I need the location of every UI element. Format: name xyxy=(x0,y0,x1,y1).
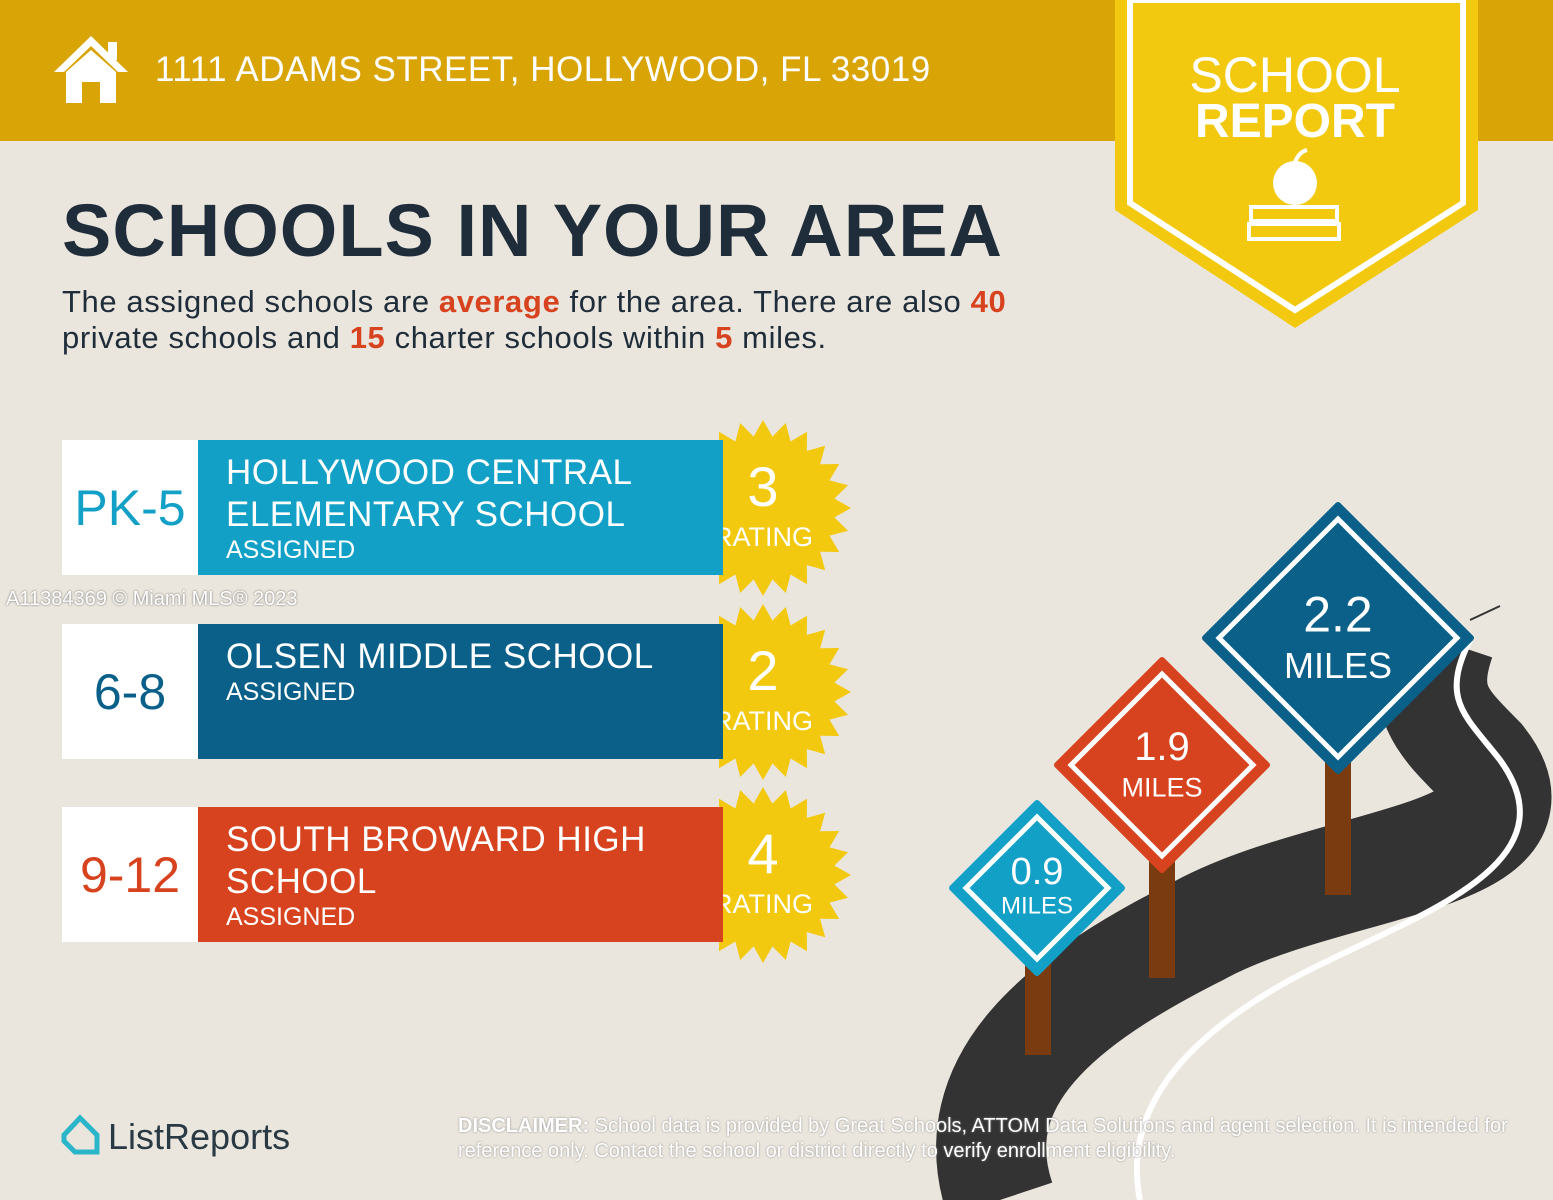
distance-unit: MILES xyxy=(1284,645,1392,686)
rating-label: RATING xyxy=(713,522,813,552)
intro-text: charter schools within xyxy=(385,320,716,355)
rating-label: RATING xyxy=(713,889,813,919)
school-name: SOUTH BROWARD HIGH SCHOOL xyxy=(226,820,646,901)
house-icon xyxy=(54,36,128,103)
grade-box: 9-12 xyxy=(62,807,198,942)
intro-text: for the area. There are also xyxy=(560,284,971,319)
school-status: ASSIGNED xyxy=(226,903,356,931)
intro-highlight: 40 xyxy=(970,284,1007,319)
rating-value: 4 xyxy=(747,822,778,885)
logo-icon xyxy=(61,1114,100,1155)
intro-text: miles. xyxy=(732,320,827,355)
distance-unit: MILES xyxy=(1121,773,1202,803)
school-status: ASSIGNED xyxy=(226,536,356,564)
grade-box: 6-8 xyxy=(62,624,198,759)
disclaimer-label: DISCLAIMER: xyxy=(458,1115,590,1137)
distance-sign xyxy=(1054,657,1270,873)
rating-label: RATING xyxy=(713,706,813,736)
distance-sign-border xyxy=(1215,515,1461,761)
distance-sign xyxy=(1202,502,1474,774)
disclaimer-text: School data is provided by Great Schools… xyxy=(458,1115,1508,1162)
intro-highlight: 15 xyxy=(349,320,386,355)
school-band: OLSEN MIDDLE SCHOOL ASSIGNED xyxy=(198,624,723,759)
title: SCHOOLS IN YOUR AREA xyxy=(62,189,1003,272)
school-name: HOLLYWOOD CENTRAL ELEMENTARY SCHOOL xyxy=(226,453,632,534)
badge-border xyxy=(1127,0,1466,314)
school-name: OLSEN MIDDLE SCHOOL xyxy=(226,637,654,676)
school-status: ASSIGNED xyxy=(226,678,356,706)
intro-text: private schools and xyxy=(62,320,350,355)
road-edge xyxy=(1469,605,1501,621)
grade-box: PK-5 xyxy=(62,440,198,575)
rating-value: 3 xyxy=(747,455,778,518)
rating-value: 2 xyxy=(747,639,778,702)
watermark: A11384369 © Miami MLS® 2023 xyxy=(6,588,298,610)
school-band: HOLLYWOOD CENTRAL ELEMENTARY SCHOOL ASSIG… xyxy=(198,440,723,575)
apple-books-icon xyxy=(1247,148,1341,241)
road-line xyxy=(1133,638,1523,1200)
distance-sign xyxy=(949,800,1125,976)
sign-post xyxy=(1025,960,1051,1055)
disclaimer: DISCLAIMER: School data is provided by G… xyxy=(458,1114,1508,1164)
distance-value: 0.9 xyxy=(1011,851,1064,893)
intro-highlight: average xyxy=(438,284,561,319)
distance-unit: MILES xyxy=(1001,893,1073,920)
intro-text: The assigned schools are xyxy=(62,284,439,319)
distance-value: 2.2 xyxy=(1303,586,1373,642)
intro-highlight: 5 xyxy=(715,320,733,355)
brand: ListReports xyxy=(108,1116,291,1157)
intro: The assigned schools are average for the… xyxy=(62,284,1102,356)
address: 1111 ADAMS STREET, HOLLYWOOD, FL 33019 xyxy=(155,50,931,89)
distance-sign-border xyxy=(1067,670,1257,860)
distance-sign-border xyxy=(962,813,1112,963)
distance-value: 1.9 xyxy=(1134,725,1190,769)
school-band: SOUTH BROWARD HIGH SCHOOL ASSIGNED xyxy=(198,807,723,942)
